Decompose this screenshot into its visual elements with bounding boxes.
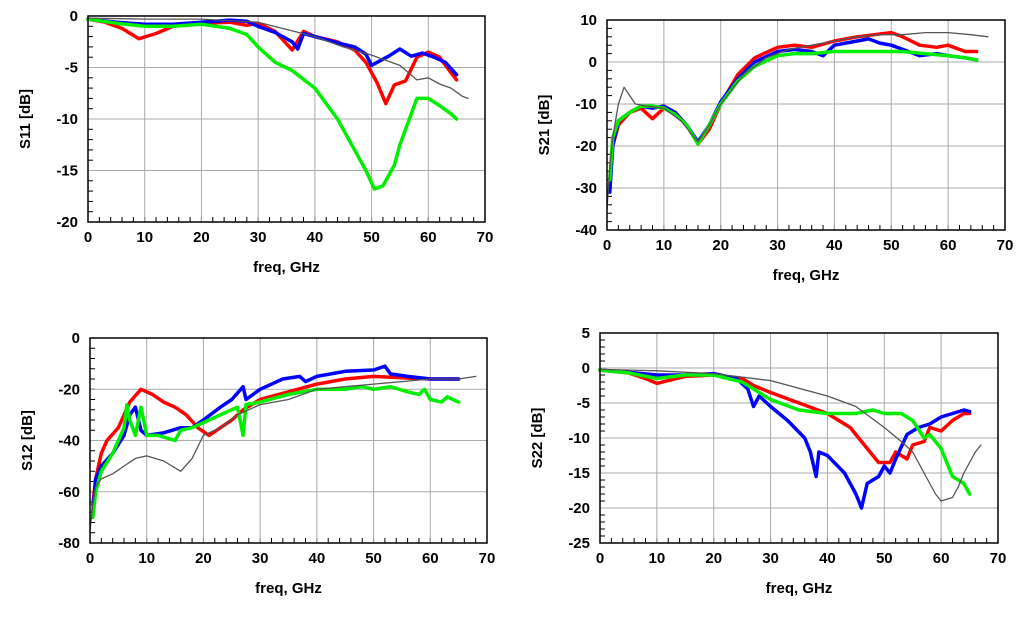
series-line-0 bbox=[608, 30, 979, 190]
y-tick-label: -20 bbox=[568, 500, 590, 517]
y-axis-label: S22 [dB] bbox=[529, 408, 546, 469]
y-tick-label: -10 bbox=[56, 111, 78, 128]
x-tick-label: 60 bbox=[420, 229, 437, 246]
y-tick-label: -20 bbox=[58, 381, 80, 398]
series-line-2 bbox=[86, 17, 459, 191]
x-tick-label: 20 bbox=[195, 550, 212, 567]
y-tick-label: -20 bbox=[56, 214, 78, 231]
series-line-3 bbox=[606, 31, 989, 210]
y-tick-label: -15 bbox=[568, 465, 590, 482]
y-tick-label: -60 bbox=[58, 484, 80, 501]
y-tick-label: -40 bbox=[58, 433, 80, 450]
series-line-2 bbox=[598, 368, 972, 496]
y-tick-label: -80 bbox=[58, 535, 80, 552]
x-tick-label: 20 bbox=[705, 550, 722, 567]
x-tick-label: 40 bbox=[826, 237, 843, 254]
series-line-1 bbox=[91, 364, 461, 515]
series-line-3 bbox=[599, 368, 982, 502]
y-axis-label: S12 [dB] bbox=[19, 410, 36, 471]
y-tick-label: -5 bbox=[577, 395, 590, 412]
y-tick-label: -10 bbox=[568, 430, 590, 447]
x-axis-label: freq, GHz bbox=[773, 267, 840, 284]
y-tick-label: 0 bbox=[70, 8, 78, 25]
x-tick-label: 40 bbox=[307, 229, 324, 246]
y-tick-label: 0 bbox=[582, 360, 590, 377]
plot-frame bbox=[599, 332, 999, 544]
x-tick-label: 50 bbox=[363, 229, 380, 246]
y-tick-label: -10 bbox=[575, 96, 597, 113]
x-tick-label: 70 bbox=[990, 550, 1007, 567]
x-tick-label: 0 bbox=[603, 237, 611, 254]
x-tick-label: 70 bbox=[997, 237, 1014, 254]
x-tick-label: 0 bbox=[86, 550, 94, 567]
y-tick-label: -30 bbox=[575, 180, 597, 197]
x-tick-label: 10 bbox=[649, 550, 666, 567]
s11-chart: 0 10 20 30 40 50 60 70 0 -5 -10 -15 -20 freq, GHz S11 … bbox=[17, 8, 493, 276]
x-tick-label: 50 bbox=[365, 550, 382, 567]
plot-frame bbox=[89, 337, 488, 544]
y-tick-label: 10 bbox=[580, 12, 597, 29]
x-tick-label: 0 bbox=[596, 550, 604, 567]
y-tick-label: -20 bbox=[575, 138, 597, 155]
x-tick-label: 60 bbox=[933, 550, 950, 567]
s12-chart: 0 10 20 30 40 50 60 70 0 -20 -40 -60 -80 freq, GHz S12… bbox=[19, 330, 495, 597]
x-tick-label: 40 bbox=[819, 550, 836, 567]
x-tick-label: 10 bbox=[656, 237, 673, 254]
s21-chart: 0 10 20 30 40 50 60 70 10 0 -10 -20 -30 -40 freq, GHz S… bbox=[536, 12, 1013, 284]
x-tick-label: 20 bbox=[193, 229, 210, 246]
x-tick-label: 30 bbox=[762, 550, 779, 567]
x-tick-label: 50 bbox=[876, 550, 893, 567]
y-tick-label: 0 bbox=[72, 330, 80, 347]
x-tick-label: 10 bbox=[136, 229, 153, 246]
x-tick-label: 30 bbox=[252, 550, 269, 567]
series-line-2 bbox=[91, 384, 461, 520]
plot-frame bbox=[87, 15, 486, 223]
x-tick-label: 0 bbox=[84, 229, 92, 246]
series-line-3 bbox=[89, 375, 477, 531]
y-axis-label: S21 [dB] bbox=[536, 95, 553, 156]
y-tick-label: -15 bbox=[56, 163, 78, 180]
y-axis-label: S11 [dB] bbox=[17, 89, 34, 149]
x-tick-label: 60 bbox=[940, 237, 957, 254]
series-line-0 bbox=[598, 368, 972, 465]
x-tick-label: 20 bbox=[712, 237, 729, 254]
y-tick-label: -40 bbox=[575, 222, 597, 239]
x-tick-label: 60 bbox=[422, 550, 439, 567]
x-tick-label: 30 bbox=[769, 237, 786, 254]
x-axis-label: freq, GHz bbox=[255, 580, 322, 597]
y-tick-label: 5 bbox=[582, 325, 590, 342]
x-axis-label: freq, GHz bbox=[253, 259, 320, 276]
series-line-3 bbox=[87, 17, 469, 100]
y-tick-label: -5 bbox=[65, 60, 78, 77]
x-tick-label: 50 bbox=[883, 237, 900, 254]
plot-frame bbox=[606, 19, 1006, 231]
series-line-0 bbox=[91, 374, 461, 507]
y-tick-label: 0 bbox=[589, 54, 597, 71]
x-tick-label: 10 bbox=[138, 550, 155, 567]
y-tick-label: -25 bbox=[568, 535, 590, 552]
x-tick-label: 30 bbox=[250, 229, 267, 246]
x-tick-label: 70 bbox=[477, 229, 494, 246]
x-axis-label: freq, GHz bbox=[766, 580, 833, 597]
x-tick-label: 40 bbox=[309, 550, 326, 567]
x-tick-label: 70 bbox=[479, 550, 496, 567]
